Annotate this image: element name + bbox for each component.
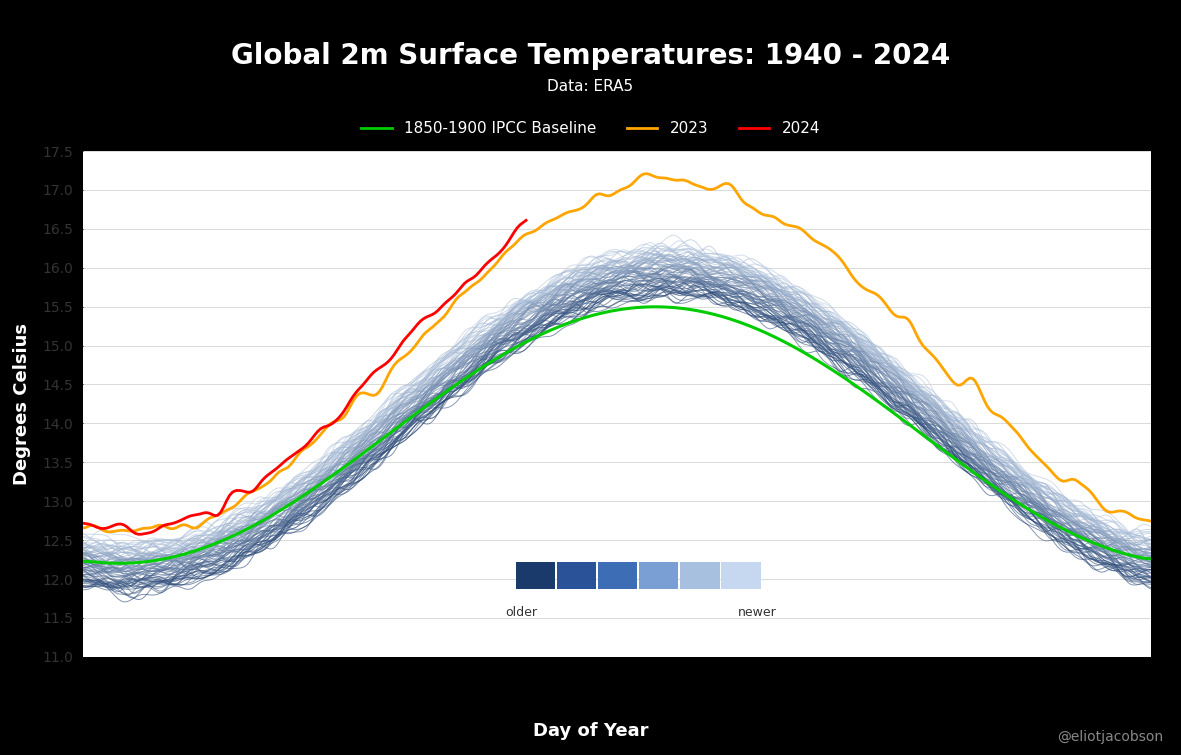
Text: newer: newer [738, 606, 776, 619]
FancyBboxPatch shape [639, 562, 678, 589]
Text: Data: ERA5: Data: ERA5 [548, 79, 633, 94]
Y-axis label: Degrees Celsius: Degrees Celsius [13, 323, 31, 485]
FancyBboxPatch shape [516, 562, 555, 589]
Legend: 1850-1900 IPCC Baseline, 2023, 2024: 1850-1900 IPCC Baseline, 2023, 2024 [355, 115, 826, 142]
Text: older: older [505, 606, 537, 619]
Text: @eliotjacobson: @eliotjacobson [1057, 729, 1163, 744]
Text: Global 2m Surface Temperatures: 1940 - 2024: Global 2m Surface Temperatures: 1940 - 2… [230, 42, 951, 69]
FancyBboxPatch shape [598, 562, 638, 589]
FancyBboxPatch shape [680, 562, 719, 589]
FancyBboxPatch shape [556, 562, 596, 589]
Text: Day of Year: Day of Year [533, 722, 648, 740]
FancyBboxPatch shape [722, 562, 761, 589]
